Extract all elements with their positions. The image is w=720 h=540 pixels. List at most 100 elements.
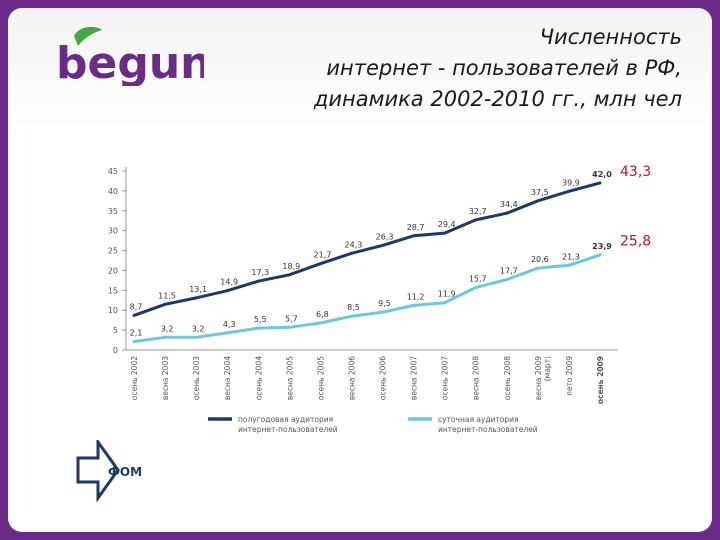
data-label: 26,3	[376, 232, 394, 241]
y-tick-label: 45	[108, 167, 118, 176]
data-point	[132, 313, 136, 317]
data-point	[256, 326, 260, 330]
data-point	[536, 199, 540, 203]
data-label: 24,3	[345, 240, 363, 249]
legend-label-line-2: интернет-пользователей	[438, 425, 538, 434]
x-tick-label: лето 2009	[565, 356, 574, 396]
data-label: 29,4	[438, 220, 456, 229]
data-point	[349, 251, 353, 255]
data-label: 39,9	[562, 178, 580, 187]
data-point	[381, 310, 385, 314]
data-point	[287, 325, 291, 329]
data-point	[505, 211, 509, 215]
x-tick-label-group: осень 2009	[596, 356, 605, 404]
x-tick-label: весна 2009	[534, 356, 543, 400]
data-label: 5,7	[285, 314, 298, 323]
data-label: 4,3	[223, 320, 236, 329]
x-tick-label-group: осень 2008	[503, 356, 512, 400]
y-tick-label: 35	[108, 207, 118, 216]
x-tick-label: весна 2005	[285, 356, 294, 400]
data-point	[194, 335, 198, 339]
data-label: 20,6	[531, 255, 549, 264]
x-tick-label: осень 2003	[192, 356, 201, 400]
y-tick-label: 15	[108, 286, 118, 295]
data-label: 32,7	[469, 207, 487, 216]
data-point	[225, 289, 229, 293]
slide: begun Численность интернет - пользовател…	[8, 8, 712, 532]
y-tick-label: 10	[108, 306, 118, 315]
x-tick-label: осень 2004	[254, 356, 263, 400]
data-label: 3,2	[192, 324, 205, 333]
y-tick-label: 20	[108, 266, 118, 275]
x-tick-label: весна 2003	[161, 356, 170, 400]
data-point	[567, 189, 571, 193]
data-point	[474, 286, 478, 290]
data-label: 9,5	[378, 299, 391, 308]
data-label: 15,7	[469, 275, 487, 284]
series-line-half-year	[133, 181, 601, 317]
x-tick-label-group: осень 2007	[441, 356, 450, 400]
data-label: 17,3	[251, 268, 269, 277]
data-point	[132, 340, 136, 344]
data-point	[194, 296, 198, 300]
data-point	[443, 231, 447, 235]
series-line-daily	[133, 253, 601, 344]
data-label: 23,9	[592, 242, 612, 251]
x-tick-label: весна 2004	[223, 356, 232, 400]
data-point	[598, 253, 602, 257]
begun-logo: begun	[56, 26, 204, 86]
data-point	[536, 266, 540, 270]
data-label: 37,5	[531, 188, 549, 197]
title-line-2: интернет - пользователей в РФ,	[326, 56, 682, 80]
x-tick-label: осень 2002	[130, 356, 139, 400]
x-tick-label-group: осень 2003	[192, 356, 201, 400]
data-label: 8,7	[130, 302, 143, 311]
data-label: 2,1	[130, 329, 143, 338]
data-label: 11,5	[158, 291, 176, 300]
x-tick-label-group: осень 2004	[254, 356, 263, 400]
data-point	[225, 331, 229, 335]
x-tick-label: весна 2006	[347, 356, 356, 400]
y-tick-label: 0	[113, 346, 118, 355]
data-point	[412, 234, 416, 238]
x-tick-label: осень 2007	[441, 356, 450, 400]
x-tick-label-group: осень 2006	[379, 356, 388, 400]
x-tick-label-group: весна 2006	[347, 356, 356, 400]
legend-label: полугодовая аудитория	[238, 415, 333, 424]
x-tick-label: весна 2008	[472, 356, 481, 400]
x-tick-label-group: весна 2004	[223, 356, 232, 400]
data-label: 34,4	[500, 200, 518, 209]
y-tick-label: 40	[108, 187, 118, 196]
data-label: 17,7	[500, 267, 518, 276]
title-line-3: динамика 2002-2010 гг., млн чел	[313, 87, 682, 111]
x-tick-label-group: весна 2009 (март)	[534, 356, 552, 400]
data-point	[505, 278, 509, 282]
audience-line-chart: 0 5 10 15 20 25 30 35 40 45 осень 2002 весна 2003 ос…	[108, 164, 651, 434]
data-label: 11,2	[407, 292, 425, 301]
title-line-1: Численность	[539, 25, 682, 49]
x-tick-label-group: осень 2002	[130, 356, 139, 400]
page-title: Численность интернет - пользователей в Р…	[212, 22, 682, 115]
fom-logo: ФОМ	[76, 440, 142, 502]
x-tick-label: осень 2009	[596, 356, 605, 404]
data-label: 11,9	[438, 290, 456, 299]
data-label: 21,7	[313, 251, 331, 260]
data-label: 21,3	[562, 252, 580, 261]
data-point	[163, 335, 167, 339]
data-point	[412, 303, 416, 307]
y-tick-label: 5	[113, 326, 118, 335]
data-point	[381, 243, 385, 247]
legend-label-line-2: интернет-пользователей	[238, 425, 338, 434]
data-point	[318, 321, 322, 325]
data-point	[256, 279, 260, 283]
x-tick-label-group: весна 2008	[472, 356, 481, 400]
logo-text: begun	[56, 38, 204, 86]
data-point	[349, 314, 353, 318]
x-tick-label: осень 2008	[503, 356, 512, 400]
callout-annotation: 43,3	[620, 164, 651, 180]
header-band	[8, 8, 712, 128]
data-label: 8,5	[347, 303, 360, 312]
fom-arrow-icon	[76, 440, 120, 502]
x-tick-label: весна 2007	[410, 356, 419, 400]
data-label: 3,2	[161, 324, 174, 333]
